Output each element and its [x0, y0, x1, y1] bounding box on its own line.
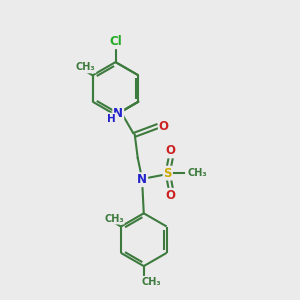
- Text: N: N: [113, 106, 123, 120]
- Text: CH₃: CH₃: [104, 214, 124, 224]
- Text: CH₃: CH₃: [76, 62, 95, 73]
- Text: S: S: [164, 167, 172, 180]
- Text: CH₃: CH₃: [142, 277, 161, 287]
- Text: Cl: Cl: [109, 35, 122, 48]
- Text: O: O: [159, 120, 169, 133]
- Text: H: H: [107, 113, 116, 124]
- Text: O: O: [166, 189, 176, 202]
- Text: CH₃: CH₃: [187, 168, 207, 178]
- Text: O: O: [166, 144, 176, 158]
- Text: N: N: [137, 173, 147, 186]
